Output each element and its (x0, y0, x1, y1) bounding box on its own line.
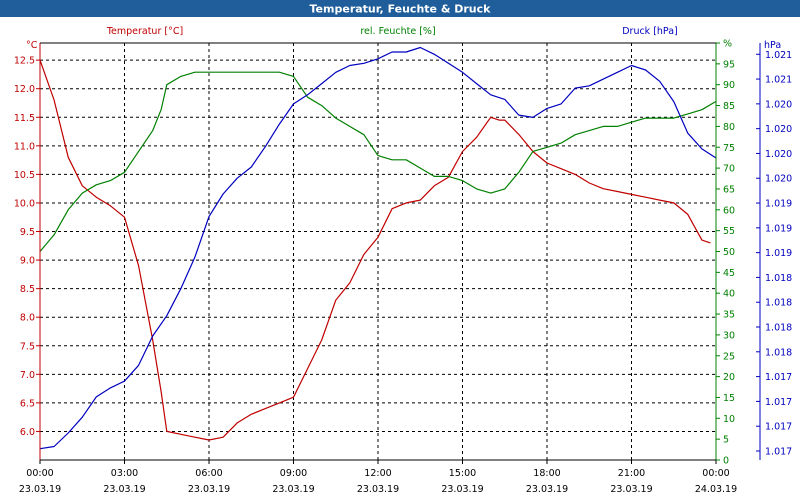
axis-ticks: 00:00 23.03.19 03:00 23.03.19 06:00 23.03.19 0… (14, 39, 792, 496)
temperature-tick-label: 12.5 (14, 56, 35, 67)
pressure-tick-label: 1.019 (765, 248, 792, 259)
pressure-tick-label: 1.020 (765, 124, 792, 135)
title-bar (0, 0, 800, 17)
x-tick-date: 23.03.19 (526, 484, 568, 495)
pressure-tick-label: 1.017 (765, 372, 792, 383)
temperature-tick-label: 10.5 (14, 170, 35, 181)
pressure-tick-label: 1.017 (765, 422, 792, 433)
pressure-tick-label: 1.019 (765, 223, 792, 234)
series-line-temperature (39, 59, 711, 441)
pressure-tick-label: 1.018 (765, 323, 792, 334)
humidity-tick-label: 60 (723, 205, 735, 216)
temperature-tick-label: 12.0 (14, 84, 35, 95)
x-tick-time: 15:00 (449, 468, 476, 479)
pressure-tick-label: 1.020 (765, 149, 792, 160)
x-tick-time: 09:00 (280, 468, 307, 479)
humidity-tick-label: 95 (723, 59, 735, 70)
temperature-tick-label: 8.5 (20, 284, 35, 295)
x-tick-date: 23.03.19 (103, 484, 145, 495)
x-tick-time: 03:00 (111, 468, 138, 479)
plot-frame (39, 42, 761, 461)
humidity-tick-label: 70 (723, 164, 735, 175)
temperature-tick-label: 9.0 (20, 256, 35, 267)
x-tick-date: 23.03.19 (610, 484, 652, 495)
humidity-tick-label: 65 (723, 184, 735, 195)
humidity-tick-label: 50 (723, 247, 735, 258)
temperature-tick-label: 7.5 (20, 341, 35, 352)
pressure-tick-label: 1.017 (765, 397, 792, 408)
pressure-tick-label: 1.020 (765, 174, 792, 185)
pressure-tick-label: 1.018 (765, 347, 792, 358)
temperature-tick-label: 11.0 (14, 141, 35, 152)
x-tick-time: 12:00 (364, 468, 391, 479)
x-tick-date: 24.03.19 (695, 484, 737, 495)
temperature-tick-label: 8.0 (20, 313, 35, 324)
temperature-tick-label: 6.0 (20, 427, 35, 438)
humidity-tick-label: 90 (723, 80, 735, 91)
humidity-tick-label: % (723, 39, 732, 50)
chart-title: Temperatur, Feuchte & Druck (310, 3, 492, 16)
x-tick-time: 18:00 (533, 468, 560, 479)
pressure-unit-label: hPa (764, 40, 781, 51)
x-tick-time: 21:00 (618, 468, 645, 479)
pressure-tick-label: 1.021 (765, 75, 792, 86)
humidity-tick-label: 45 (723, 268, 735, 279)
pressure-tick-label: 1.017 (765, 446, 792, 457)
temperature-tick-label: 9.5 (20, 227, 35, 238)
x-tick-time: 00:00 (702, 468, 729, 479)
series-line-pressure (39, 46, 717, 450)
humidity-tick-label: 10 (723, 414, 735, 425)
x-tick-date: 23.03.19 (272, 484, 314, 495)
humidity-tick-label: 5 (723, 435, 729, 446)
temperature-tick-label: 10.0 (14, 198, 35, 209)
data-series (39, 46, 717, 450)
pressure-tick-label: 1.019 (765, 199, 792, 210)
pressure-tick-label: 1.021 (765, 50, 792, 61)
x-tick-time: 00:00 (26, 468, 53, 479)
humidity-tick-label: 80 (723, 122, 735, 133)
series-line-humidity (39, 71, 717, 252)
temperature-tick-label: 6.5 (20, 398, 35, 409)
humidity-tick-label: 85 (723, 101, 735, 112)
x-tick-date: 23.03.19 (357, 484, 399, 495)
humidity-tick-label: 75 (723, 143, 735, 154)
temperature-unit-label: °C (26, 40, 38, 51)
humidity-tick-label: 55 (723, 226, 735, 237)
pressure-tick-label: 1.020 (765, 99, 792, 110)
x-tick-time: 06:00 (195, 468, 222, 479)
grid-lines (40, 43, 716, 460)
x-tick-date: 23.03.19 (441, 484, 483, 495)
humidity-tick-label: 0 (723, 456, 729, 467)
x-tick-date: 23.03.19 (188, 484, 230, 495)
temperature-tick-label: 11.5 (14, 113, 35, 124)
pressure-tick-label: 1.018 (765, 298, 792, 309)
humidity-tick-label: 30 (723, 330, 735, 341)
humidity-tick-label: 15 (723, 393, 735, 404)
legend-temperature: Temperatur [°C] (106, 26, 183, 37)
x-tick-date: 23.03.19 (19, 484, 61, 495)
legend-humidity: rel. Feuchte [%] (360, 26, 435, 37)
humidity-tick-label: 25 (723, 351, 735, 362)
legend-pressure: Druck [hPa] (622, 26, 678, 37)
humidity-tick-label: 35 (723, 310, 735, 321)
humidity-tick-label: 20 (723, 372, 735, 383)
pressure-tick-label: 1.018 (765, 273, 792, 284)
temperature-tick-label: 7.0 (20, 370, 35, 381)
humidity-tick-label: 40 (723, 289, 735, 300)
